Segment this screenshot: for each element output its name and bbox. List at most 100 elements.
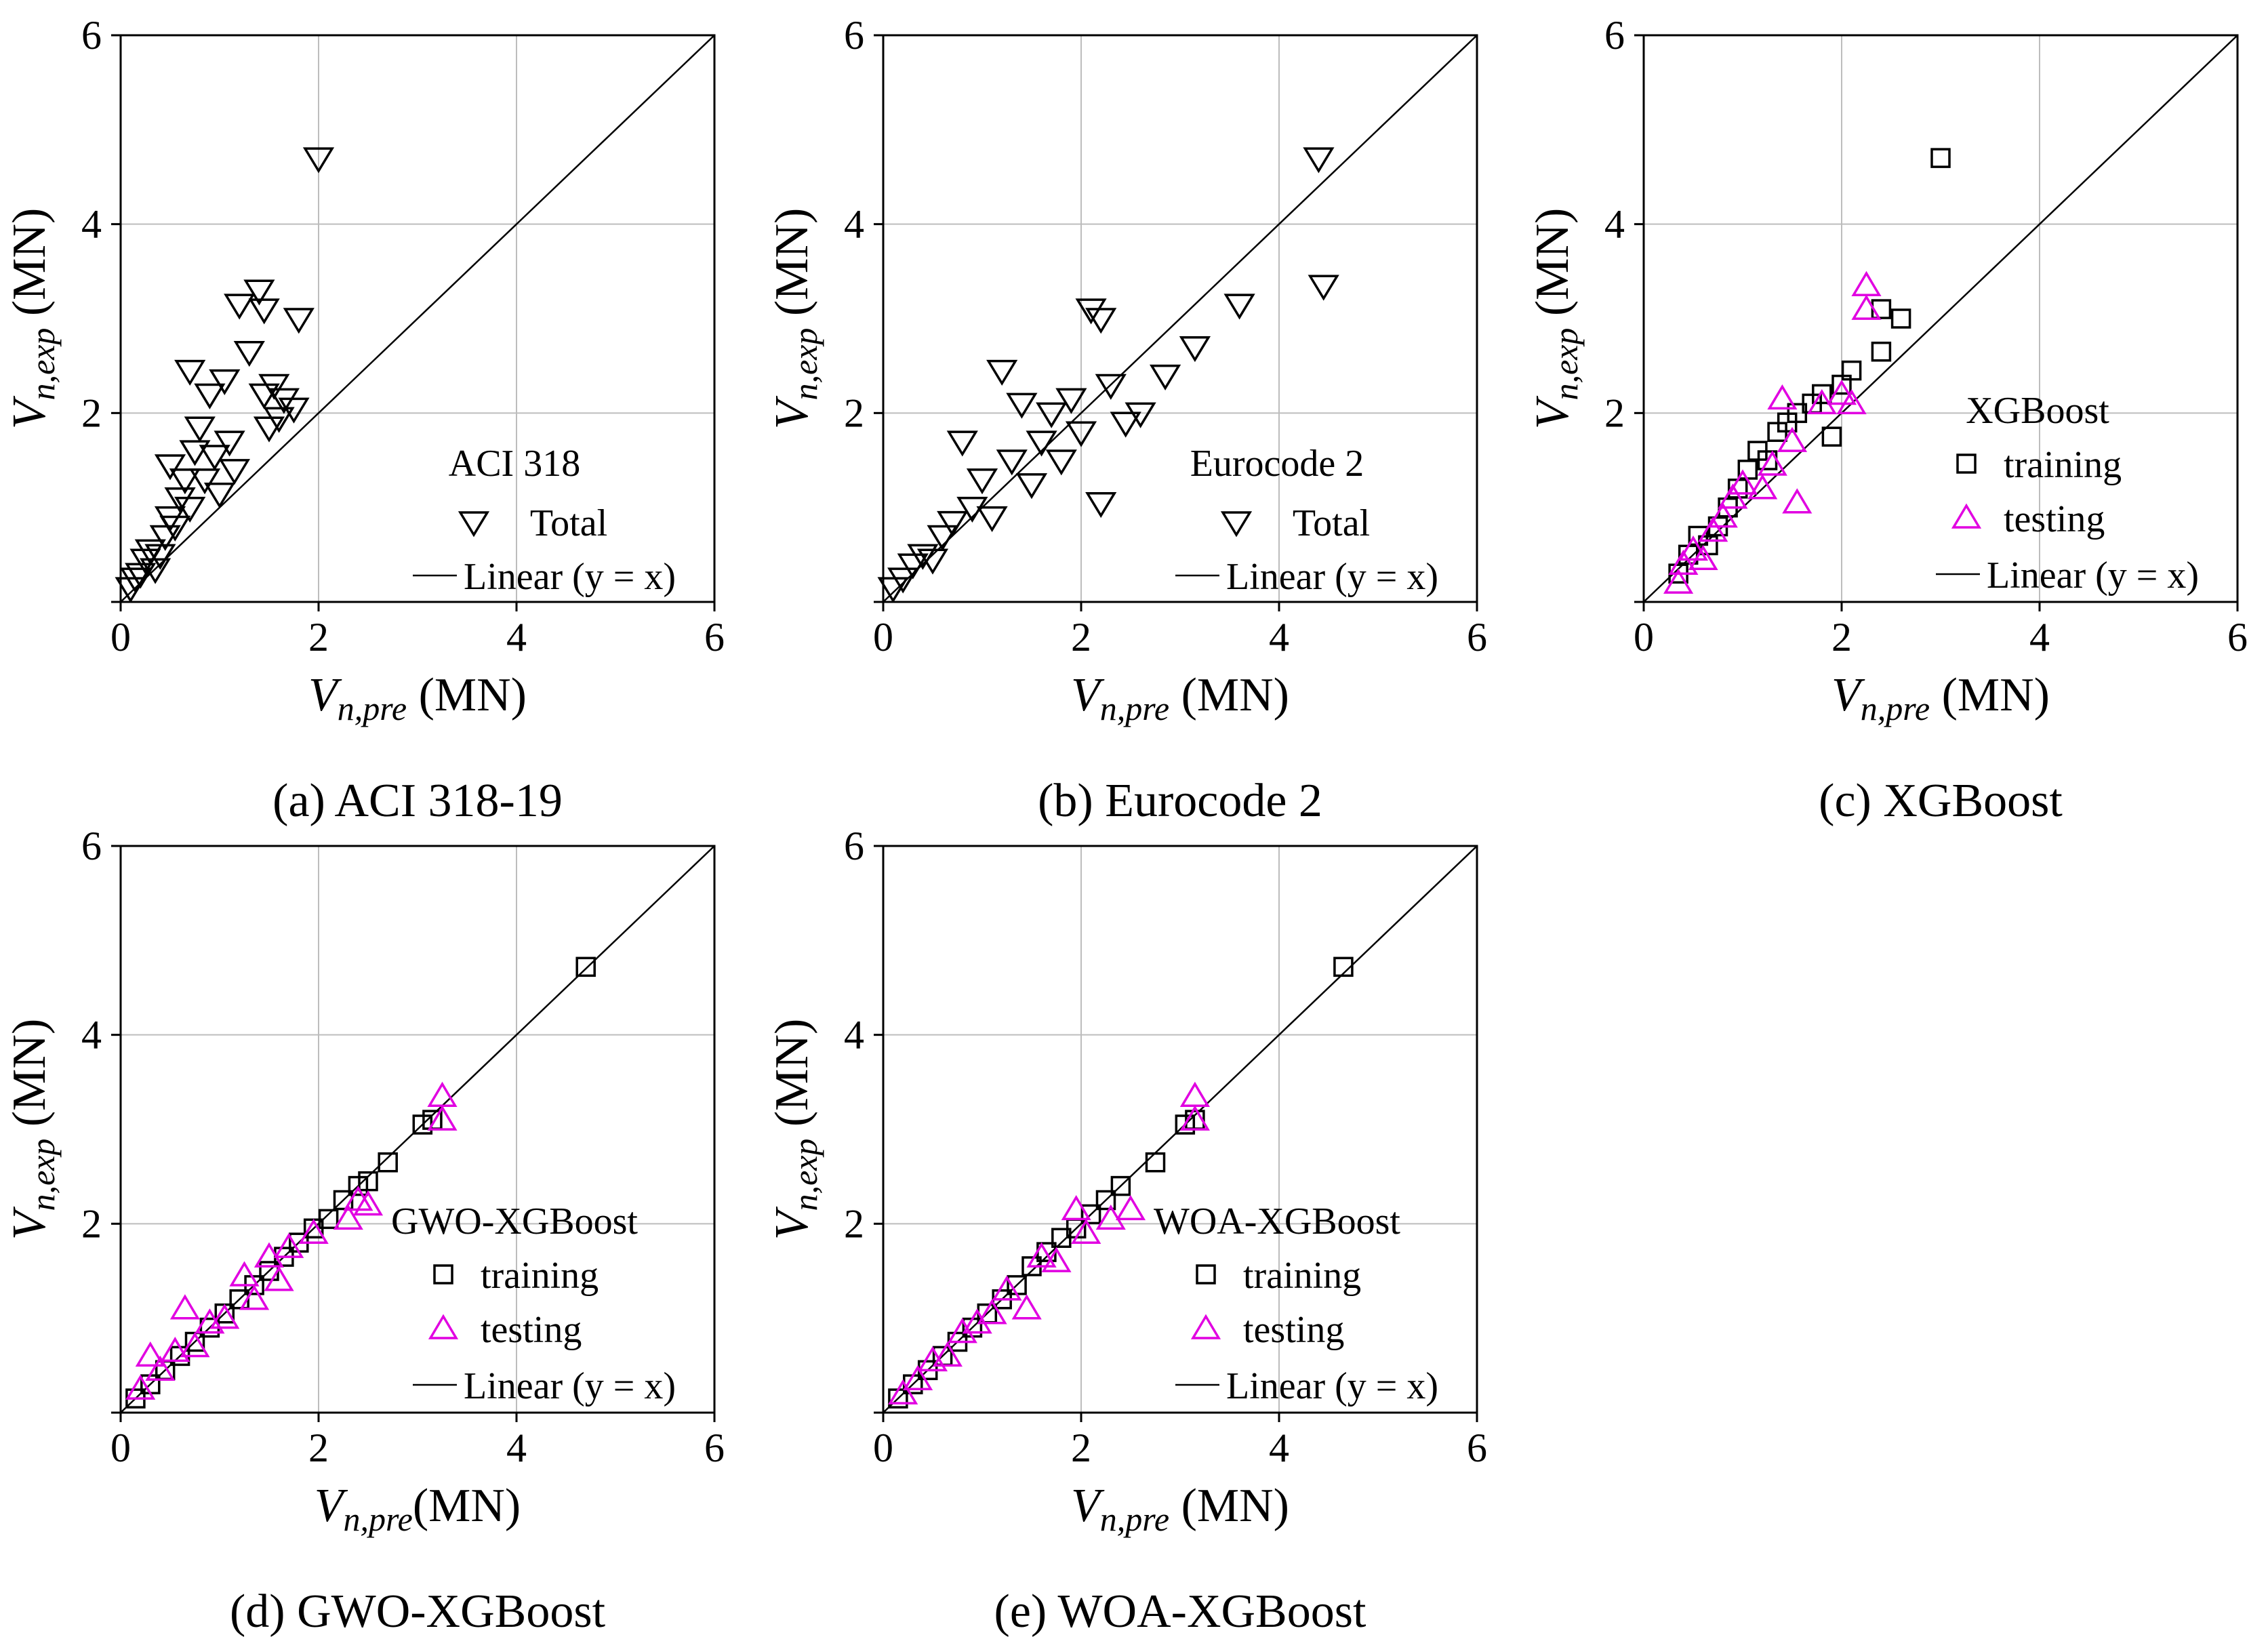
y-tick-label: 2: [844, 390, 864, 435]
legend: XGBoost training testing Linear (y = x): [1936, 390, 2199, 597]
data-point: [188, 468, 221, 495]
data-point: [888, 1379, 918, 1404]
y-tick-label: 6: [844, 13, 864, 58]
x-tick-label: 6: [704, 615, 725, 660]
legend-line-label: Linear (y = x): [1987, 554, 2199, 597]
y-axis-label: Vn,exp (MN): [766, 1019, 824, 1240]
panel-caption: (b) Eurocode 2: [1038, 775, 1322, 827]
legend-marker-icon: [428, 1314, 459, 1339]
x-tick-label: 4: [506, 615, 527, 660]
x-axis-label: Vn,pre (MN): [1071, 1480, 1289, 1538]
data-point: [877, 577, 909, 603]
legend-line-label: Linear (y = x): [1226, 1365, 1438, 1407]
data-point: [209, 369, 241, 395]
data-point: [1110, 1175, 1131, 1196]
legend-entry: training: [481, 1255, 599, 1297]
data-point: [302, 147, 335, 174]
data-point: [218, 459, 251, 485]
y-axis-label-main: V: [3, 1206, 56, 1240]
data-point: [1851, 294, 1882, 320]
data-point: [298, 1218, 329, 1245]
y-axis-label-unit: (MN): [1526, 208, 1579, 328]
data-point: [169, 1294, 200, 1320]
data-point: [352, 1190, 384, 1216]
y-tick-label: 2: [844, 1201, 864, 1246]
legend-entry: training: [2004, 444, 2122, 486]
data-point: [903, 1365, 933, 1390]
y-axis-label-subscript: n,exp: [1547, 328, 1585, 401]
data-point: [274, 1232, 304, 1258]
data-point: [1826, 380, 1857, 405]
y-tick-label: 6: [1604, 13, 1625, 58]
data-point: [1015, 473, 1048, 500]
legend-marker-icon: [458, 511, 490, 538]
data-point: [1707, 502, 1738, 528]
data-point: [209, 1303, 240, 1329]
data-point: [1026, 1242, 1057, 1268]
data-point: [1071, 1218, 1101, 1245]
y-tick-label: 6: [81, 13, 102, 58]
data-point: [174, 359, 206, 386]
legend-marker-icon: [1196, 1264, 1216, 1285]
y-axis-label-main: V: [766, 395, 818, 429]
y-axis-label: Vn,exp (MN): [3, 1019, 62, 1240]
data-point: [966, 468, 998, 495]
data-point: [184, 416, 216, 443]
y-axis-label-subscript: n,exp: [786, 328, 824, 401]
y-axis-label-unit: (MN): [766, 1019, 818, 1139]
plot-frame: [119, 845, 716, 1414]
x-tick-label: 2: [308, 615, 329, 660]
x-tick-label: 4: [2029, 615, 2050, 660]
data-point: [1890, 308, 1911, 329]
y-tick-label: 4: [81, 1013, 102, 1057]
x-axis-label-subscript: n,pre: [344, 1500, 413, 1538]
legend-line-label: Linear (y = x): [464, 556, 676, 598]
x-tick-label: 2: [1831, 615, 1852, 660]
data-point: [1308, 275, 1339, 301]
data-point: [1698, 517, 1728, 542]
linear-y-equals-x-line: [120, 845, 715, 1413]
data-point: [575, 956, 596, 977]
x-axis-label: Vn,pre (MN): [1071, 669, 1289, 727]
data-point: [1036, 402, 1068, 428]
data-point: [946, 430, 978, 457]
data-point: [1718, 483, 1748, 509]
x-tick-label: 0: [873, 615, 893, 660]
x-axis-label-main: V: [315, 1480, 348, 1532]
legend-marker-icon: [1956, 453, 1977, 474]
legend-entry: training: [1243, 1255, 1361, 1297]
data-point: [268, 388, 300, 414]
data-point: [1011, 1294, 1042, 1320]
data-point: [1812, 384, 1832, 405]
data-point: [996, 449, 1028, 476]
legend-marker-icon: [433, 1264, 453, 1285]
x-axis-label-main: V: [1071, 669, 1105, 721]
data-point: [916, 548, 949, 575]
y-axis-label-subscript: n,exp: [786, 1139, 824, 1211]
legend-entry: testing: [481, 1309, 582, 1351]
data-point: [1041, 1247, 1072, 1272]
data-point: [1727, 469, 1758, 495]
legend-marker-icon: [1220, 511, 1253, 538]
y-axis-label-unit: (MN): [3, 208, 56, 328]
data-point: [1767, 384, 1798, 410]
legend-title: WOA-XGBoost: [1154, 1200, 1400, 1242]
data-point: [927, 525, 958, 551]
data-point: [125, 1374, 156, 1400]
data-point: [179, 440, 211, 466]
data-point: [947, 1318, 977, 1343]
data-point: [887, 567, 919, 594]
x-axis-label-subscript: n,pre: [338, 689, 407, 727]
data-point: [1095, 1190, 1116, 1211]
legend-entry: testing: [1243, 1309, 1344, 1351]
data-point: [1085, 491, 1117, 519]
data-point: [214, 430, 245, 457]
x-tick-label: 0: [1634, 615, 1654, 660]
legend-marker-icon: [1190, 1314, 1221, 1339]
legend-entry: testing: [2004, 498, 2105, 540]
y-axis-label-subscript: n,exp: [24, 328, 62, 401]
data-point: [932, 1341, 963, 1367]
data-point: [1871, 342, 1892, 362]
data-point: [1841, 360, 1862, 381]
linear-y-equals-x-line: [883, 35, 1478, 603]
